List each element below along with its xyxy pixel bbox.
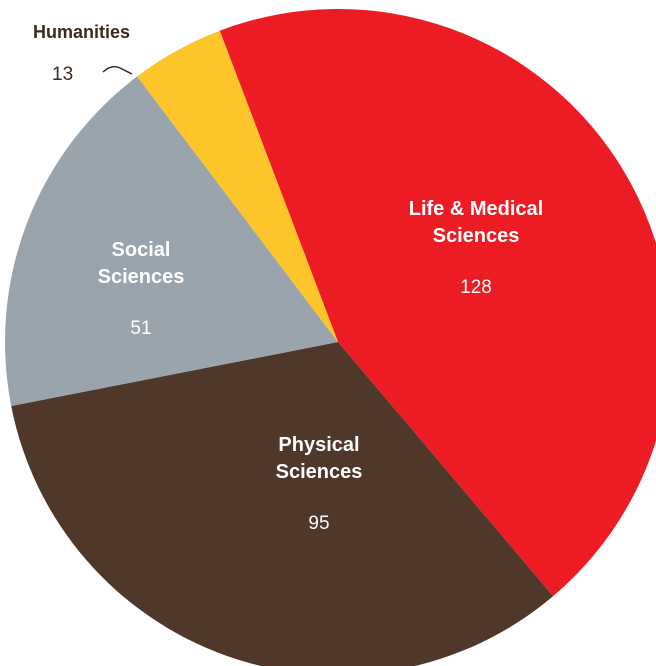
slice-label-social-sciences: Sciences <box>98 266 185 288</box>
humanities-value: 13 <box>52 64 73 85</box>
slice-life-medical-sciences <box>219 8 656 597</box>
humanities-leader-line <box>102 65 133 75</box>
slice-humanities <box>137 30 338 342</box>
pie-slices <box>5 8 656 666</box>
humanities-callout: Humanities 13 <box>33 22 133 85</box>
slice-label-life-medical-sciences: Sciences <box>433 225 520 247</box>
slice-value-physical-sciences: 95 <box>308 513 329 534</box>
slice-label-physical-sciences: Sciences <box>276 461 363 483</box>
slice-value-life-medical-sciences: 128 <box>460 277 492 298</box>
slice-value-social-sciences: 51 <box>130 318 151 339</box>
humanities-label: Humanities <box>33 22 130 42</box>
slice-physical-sciences <box>11 342 554 666</box>
slice-label-physical-sciences: Physical <box>278 434 359 456</box>
slice-social-sciences <box>5 76 339 406</box>
slice-label-life-medical-sciences: Life & Medical <box>409 198 543 220</box>
pie-labels: Life & Medical Sciences 128 Physical Science… <box>98 198 544 534</box>
slice-label-social-sciences: Social <box>112 239 171 261</box>
